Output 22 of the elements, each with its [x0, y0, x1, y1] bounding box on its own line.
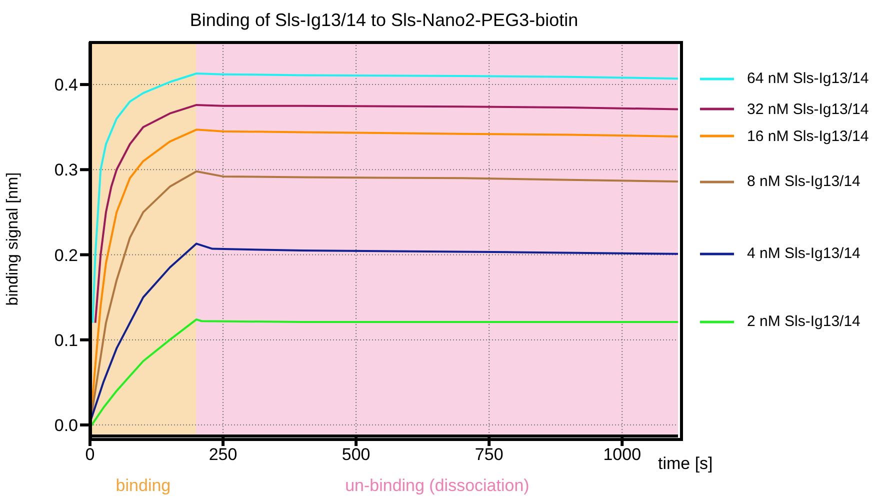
x-tick-label: 0: [85, 445, 95, 464]
chart-title: Binding of Sls-Ig13/14 to Sls-Nano2-PEG3-biotin: [188, 10, 580, 31]
y-tick-label: 0.0: [54, 416, 78, 435]
x-axis-title: time [s]: [658, 454, 713, 474]
x-tick-label: 250: [208, 445, 238, 464]
legend-label: 16 nM Sls-Ig13/14: [747, 128, 869, 145]
y-tick-label: 0.2: [54, 246, 78, 265]
x-tick-label: 750: [474, 445, 504, 464]
legend-label: 4 nM Sls-Ig13/14: [747, 245, 860, 262]
x-tick-label: 500: [342, 445, 370, 464]
y-tick-label: 0.3: [54, 160, 78, 180]
legend-label: 2 nM Sls-Ig13/14: [747, 313, 860, 330]
band-label: binding: [114, 476, 172, 496]
band-label: un-binding (dissociation): [344, 476, 530, 496]
legend-label: 64 nM Sls-Ig13/14: [747, 70, 869, 88]
x-tick-label: 1000: [603, 445, 642, 464]
y-tick-label: 0.1: [54, 330, 78, 350]
y-axis-title: binding signal [nm]: [4, 172, 22, 306]
y-tick-label: 0.4: [54, 76, 78, 95]
legend-label: 8 nM Sls-Ig13/14: [747, 173, 860, 190]
legend-label: 32 nM Sls-Ig13/14: [747, 100, 869, 118]
line-series: [90, 318, 678, 428]
